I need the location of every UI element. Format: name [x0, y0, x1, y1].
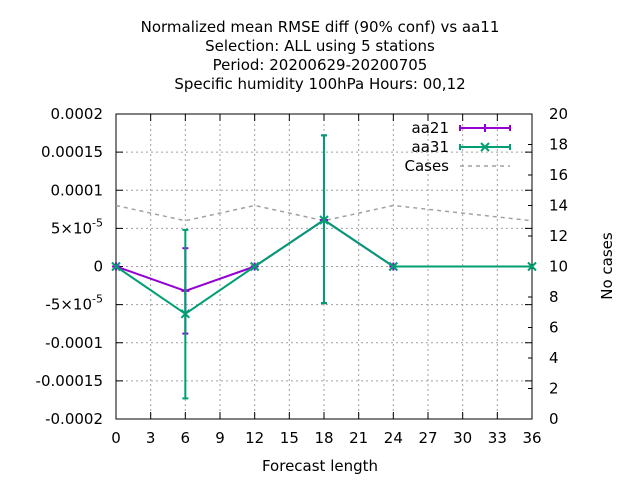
legend-label: Cases [404, 157, 449, 175]
x-tick-label: 15 [280, 429, 299, 447]
y-tick-label: -0.0002 [45, 410, 103, 428]
y-tick-label: -0.0001 [45, 334, 103, 352]
data-point [319, 215, 329, 225]
x-tick-label: 36 [522, 429, 541, 447]
y-axis-right: 0 2 4 6 8 10 12 14 16 18 20 [528, 105, 568, 428]
y-tick-label: 0.0002 [51, 105, 104, 123]
y2-axis-label: No cases [598, 232, 616, 300]
cases-series [115, 204, 533, 222]
y2-tick-label: 10 [549, 258, 568, 276]
x-tick-label: 3 [146, 429, 156, 447]
y-tick-label: 5×10-5 [51, 216, 103, 237]
y2-tick-label: 6 [549, 319, 559, 337]
data-point [180, 309, 191, 319]
x-axis: 0 3 6 9 12 15 18 21 24 27 30 33 36 [111, 114, 542, 447]
data-point [527, 261, 537, 272]
y2-tick-label: 12 [549, 227, 568, 245]
x-tick-label: 9 [215, 429, 225, 447]
x-tick-label: 21 [349, 429, 368, 447]
y-tick-label: 0.0001 [51, 181, 104, 199]
y2-tick-label: 20 [549, 105, 568, 123]
x-axis-label: Forecast length [262, 457, 378, 475]
x-tick-label: 27 [418, 429, 437, 447]
title-line: Period: 20200629-20200705 [213, 56, 428, 74]
title-line: Specific humidity 100hPa Hours: 00,12 [174, 75, 465, 93]
series-line-aa31 [115, 218, 532, 315]
y-tick-label: -5×10-5 [45, 293, 103, 314]
data-series [111, 134, 537, 400]
data-point [111, 261, 121, 272]
y2-tick-label: 14 [549, 197, 568, 215]
y-tick-label: 0 [93, 258, 103, 276]
data-point [249, 261, 260, 272]
x-tick-label: 30 [453, 429, 472, 447]
legend-marker [480, 142, 490, 152]
chart-title: Normalized mean RMSE diff (90% conf) vs … [141, 18, 500, 93]
y-tick-label: -0.00015 [36, 372, 103, 390]
legend-label: aa31 [412, 138, 449, 156]
x-tick-label: 12 [245, 429, 264, 447]
y2-tick-label: 16 [549, 166, 568, 184]
x-tick-label: 24 [384, 429, 403, 447]
data-point [388, 261, 399, 272]
y-tick-label: 0.00015 [41, 143, 103, 161]
x-tick-label: 0 [111, 429, 121, 447]
y2-tick-label: 18 [549, 136, 568, 154]
title-line: Normalized mean RMSE diff (90% conf) vs … [141, 18, 500, 36]
legend-label: aa21 [412, 119, 449, 137]
x-tick-label: 6 [181, 429, 191, 447]
title-line: Selection: ALL using 5 stations [205, 37, 435, 55]
y2-tick-label: 8 [549, 288, 559, 306]
y2-tick-label: 0 [549, 410, 559, 428]
grid [116, 114, 532, 419]
x-tick-label: 33 [488, 429, 507, 447]
y2-tick-label: 4 [549, 349, 559, 367]
legend-marker [481, 124, 489, 132]
x-tick-label: 18 [314, 429, 333, 447]
y2-tick-label: 2 [549, 380, 559, 398]
cases-line [115, 204, 533, 222]
series-aa31 [111, 134, 537, 400]
